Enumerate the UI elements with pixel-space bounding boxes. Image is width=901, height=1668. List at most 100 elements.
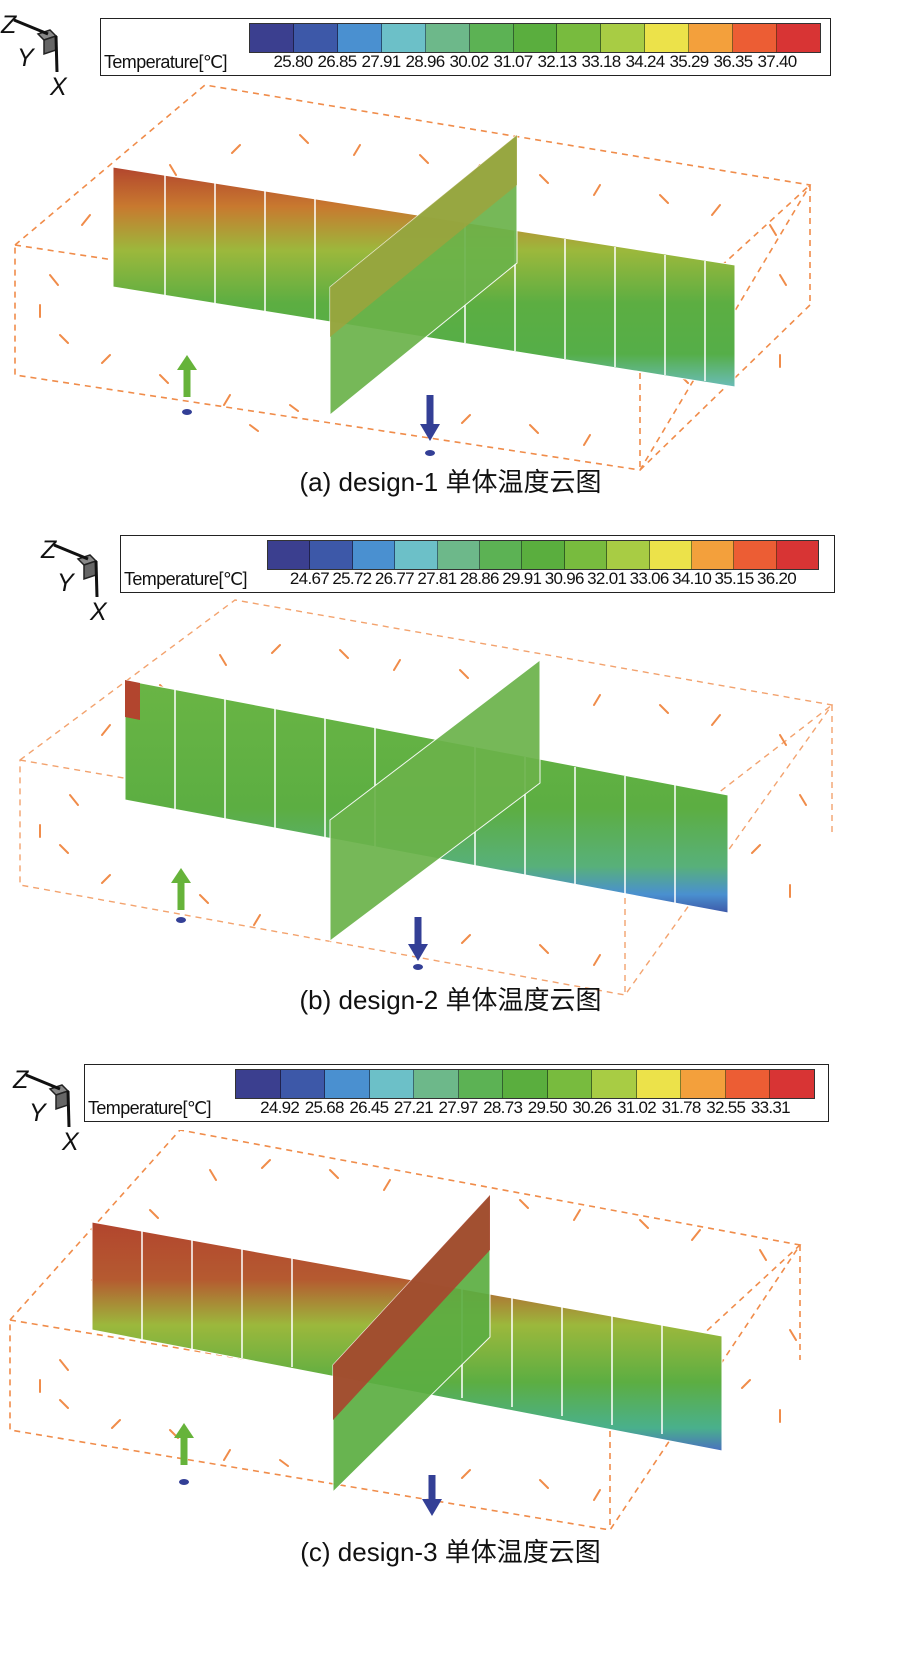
legend-tick: 24.67 bbox=[289, 569, 330, 588]
colorbar-cell bbox=[293, 24, 338, 52]
axis-label-y: Y bbox=[29, 1099, 46, 1127]
cell-array-cross-panel bbox=[332, 1193, 491, 1494]
axis-triad: Z Y X bbox=[40, 525, 130, 625]
legend-tick: 25.72 bbox=[332, 569, 372, 588]
figure-caption: (c) design-3 单体温度云图 bbox=[300, 1537, 601, 1567]
legend-ticks: 24.92 25.68 26.45 27.21 27.97 28.73 29.50 30.26… bbox=[235, 1098, 815, 1118]
colorbar-cell bbox=[325, 1070, 370, 1098]
colorbar-cell bbox=[557, 24, 602, 52]
legend-tick: 25.80 bbox=[273, 52, 313, 71]
colorbar-cell bbox=[592, 1070, 637, 1098]
outlet-arrow-icon bbox=[408, 917, 428, 970]
legend-tick: 29.50 bbox=[527, 1098, 568, 1117]
colorbar-cell bbox=[691, 541, 735, 569]
colorbar bbox=[249, 23, 821, 53]
colorbar-cell bbox=[250, 24, 294, 52]
colorbar-cell bbox=[564, 541, 608, 569]
legend-tick: 32.55 bbox=[706, 1098, 746, 1117]
colorbar-cell bbox=[352, 541, 396, 569]
axis-label-y: Y bbox=[57, 569, 74, 597]
inlet-arrow-icon bbox=[177, 355, 197, 415]
colorbar-cell bbox=[649, 541, 692, 569]
legend-tick: 28.73 bbox=[483, 1098, 523, 1117]
legend-tick: 30.96 bbox=[544, 569, 585, 588]
legend-tick: 31.78 bbox=[661, 1098, 702, 1117]
airflow-vectors bbox=[39, 134, 787, 446]
legend-tick: 28.86 bbox=[459, 569, 500, 588]
legend-tick: 26.85 bbox=[317, 52, 357, 71]
outlet-arrow-icon bbox=[422, 1475, 442, 1516]
legend-tick: 24.92 bbox=[260, 1098, 300, 1117]
colorbar-cell bbox=[733, 24, 778, 52]
axis-label-z: Z bbox=[1, 11, 17, 39]
colorbar-cell bbox=[607, 541, 650, 569]
temperature-contour-scene bbox=[14, 84, 812, 471]
legend-title: Temperature[℃] bbox=[124, 569, 247, 589]
temperature-contour-scene bbox=[19, 599, 834, 996]
legend-tick: 26.77 bbox=[374, 569, 415, 588]
colorbar-cell bbox=[689, 24, 734, 52]
colorbar-cell bbox=[425, 24, 470, 52]
colorbar-cell bbox=[770, 1070, 814, 1098]
legend-tick: 26.45 bbox=[349, 1098, 389, 1117]
colorbar-cell bbox=[414, 1070, 459, 1098]
colorbar-cell bbox=[503, 1070, 548, 1098]
colorbar-cell bbox=[458, 1070, 504, 1098]
panel-design-2: Z Y X Temperature[℃] 24.67 25.72 26.77 27.8… bbox=[0, 535, 901, 1100]
legend-tick: 28.96 bbox=[405, 52, 445, 71]
temperature-legend: Temperature[℃] 24.67 25.72 26.77 27.81 28.86… bbox=[120, 535, 835, 593]
legend-tick: 27.91 bbox=[361, 52, 401, 71]
legend-tick: 36.35 bbox=[713, 52, 753, 71]
colorbar-cell bbox=[369, 1070, 415, 1098]
axis-label-x: X bbox=[90, 598, 107, 626]
colorbar-cell bbox=[645, 24, 690, 52]
colorbar-cell bbox=[777, 24, 820, 52]
legend-tick: 33.18 bbox=[581, 52, 621, 71]
legend-ticks: 24.67 25.72 26.77 27.81 28.86 29.91 30.96 32.01… bbox=[267, 569, 819, 589]
axis-label-z: Z bbox=[13, 1066, 29, 1094]
legend-tick: 33.31 bbox=[750, 1098, 791, 1117]
colorbar-cell bbox=[381, 24, 426, 52]
colorbar-cell bbox=[636, 1070, 682, 1098]
legend-tick: 30.02 bbox=[449, 52, 489, 71]
colorbar-cell bbox=[522, 541, 565, 569]
colorbar-cell bbox=[734, 541, 777, 569]
colorbar-cell bbox=[479, 541, 523, 569]
legend-tick: 32.01 bbox=[587, 569, 627, 588]
axis-label-z: Z bbox=[41, 536, 57, 564]
colorbar-cell bbox=[601, 24, 646, 52]
colorbar-cell bbox=[513, 24, 558, 52]
outlet-arrow-icon bbox=[420, 395, 440, 456]
panel-design-1: Z Y X Temperature[℃] 25.80 26.85 27.91 28.9… bbox=[0, 0, 901, 535]
colorbar-cell bbox=[547, 1070, 593, 1098]
colorbar bbox=[267, 540, 819, 570]
legend-tick: 35.29 bbox=[669, 52, 709, 71]
colorbar-cell bbox=[337, 24, 382, 52]
legend-tick: 34.24 bbox=[625, 52, 665, 71]
colorbar-cell bbox=[725, 1070, 771, 1098]
legend-tick: 35.15 bbox=[714, 569, 755, 588]
inlet-arrow-icon bbox=[171, 868, 191, 923]
temperature-legend: Temperature[℃] 25.80 26.85 27.91 28.96 30.02… bbox=[100, 18, 831, 76]
colorbar bbox=[235, 1069, 815, 1099]
legend-tick: 29.91 bbox=[502, 569, 542, 588]
colorbar-cell bbox=[395, 541, 438, 569]
colorbar-cell bbox=[776, 541, 819, 569]
colorbar-cell bbox=[469, 24, 514, 52]
legend-tick: 27.97 bbox=[438, 1098, 479, 1117]
legend-title: Temperature[℃] bbox=[104, 52, 227, 72]
legend-tick: 30.26 bbox=[572, 1098, 612, 1117]
colorbar-cell bbox=[437, 541, 480, 569]
legend-tick: 33.06 bbox=[629, 569, 670, 588]
legend-ticks: 25.80 26.85 27.91 28.96 30.02 31.07 32.13 33.18… bbox=[249, 52, 821, 72]
legend-tick: 31.07 bbox=[493, 52, 533, 71]
legend-tick: 34.10 bbox=[672, 569, 712, 588]
legend-tick: 27.81 bbox=[417, 569, 457, 588]
legend-tick: 37.40 bbox=[757, 52, 797, 71]
colorbar-cell bbox=[310, 541, 353, 569]
cell-array-cross-panel bbox=[329, 133, 518, 417]
figure-caption: (b) design-2 单体温度云图 bbox=[299, 985, 602, 1015]
temperature-contour-scene bbox=[9, 1130, 802, 1530]
legend-tick: 31.02 bbox=[617, 1098, 657, 1117]
axis-label-x: X bbox=[62, 1128, 79, 1156]
